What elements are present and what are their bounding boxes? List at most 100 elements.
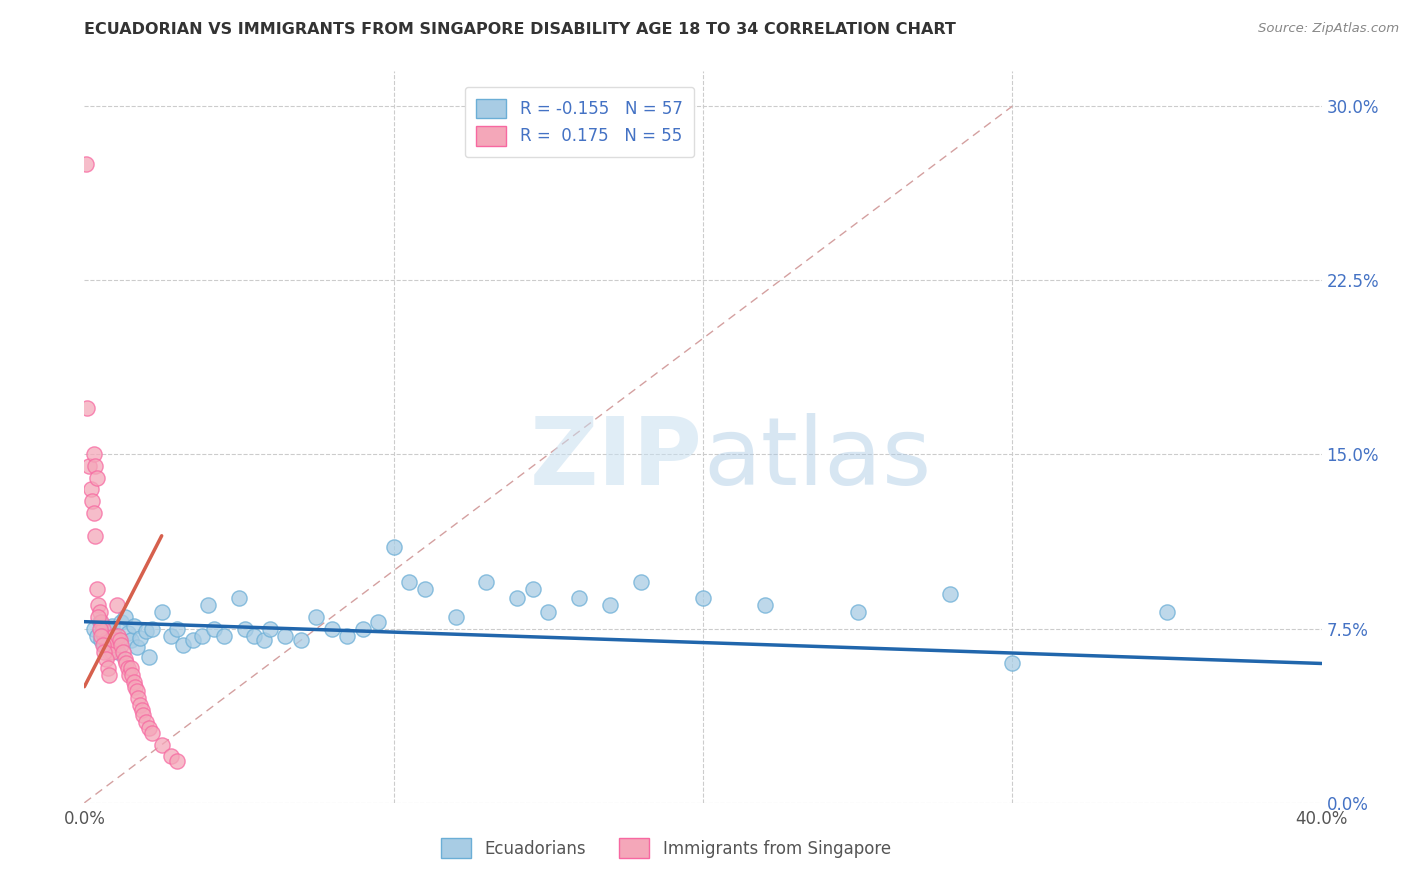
Point	[84, 459, 107, 474]
Point	[475, 575, 498, 590]
Point	[117, 661, 139, 675]
Point	[160, 749, 183, 764]
Point	[110, 615, 132, 629]
Point	[939, 587, 962, 601]
Point	[98, 635, 121, 649]
Point	[191, 629, 214, 643]
Point	[243, 629, 266, 643]
Point	[87, 599, 110, 613]
Point	[336, 629, 359, 643]
Point	[104, 633, 127, 648]
Point	[93, 629, 115, 643]
Point	[91, 622, 114, 636]
Point	[90, 615, 112, 629]
Point	[89, 622, 111, 636]
Point	[77, 459, 100, 474]
Point	[105, 599, 128, 613]
Point	[129, 698, 152, 713]
Point	[150, 738, 173, 752]
Point	[86, 582, 108, 597]
Point	[110, 638, 132, 652]
Point	[125, 684, 148, 698]
Point	[233, 622, 256, 636]
Point	[132, 707, 155, 722]
Point	[89, 615, 111, 629]
Point	[94, 622, 117, 636]
Point	[83, 506, 105, 520]
Point	[117, 626, 139, 640]
Point	[93, 638, 115, 652]
Point	[122, 619, 145, 633]
Point	[97, 661, 120, 675]
Point	[259, 622, 281, 636]
Point	[138, 649, 160, 664]
Point	[94, 652, 117, 666]
Point	[321, 622, 343, 636]
Point	[135, 714, 157, 729]
Point	[1001, 657, 1024, 671]
Text: Source: ZipAtlas.com: Source: ZipAtlas.com	[1258, 22, 1399, 36]
Point	[398, 575, 420, 590]
Point	[352, 622, 374, 636]
Point	[138, 722, 160, 736]
Point	[101, 645, 124, 659]
Point	[630, 575, 652, 590]
Point	[91, 626, 114, 640]
Point	[97, 638, 120, 652]
Point	[846, 606, 869, 620]
Point	[599, 599, 621, 613]
Point	[79, 483, 101, 497]
Point	[444, 610, 467, 624]
Point	[114, 610, 136, 624]
Point	[274, 629, 297, 643]
Point	[103, 629, 125, 643]
Point	[382, 541, 405, 555]
Point	[97, 631, 120, 645]
Point	[84, 529, 107, 543]
Point	[107, 629, 129, 643]
Point	[135, 624, 157, 638]
Point	[128, 691, 150, 706]
Text: atlas: atlas	[703, 413, 931, 505]
Point	[522, 582, 544, 597]
Point	[160, 629, 183, 643]
Point	[107, 645, 129, 659]
Point	[112, 645, 135, 659]
Point	[692, 591, 714, 606]
Point	[108, 633, 131, 648]
Point	[305, 610, 328, 624]
Point	[114, 652, 136, 666]
Point	[94, 633, 117, 648]
Point	[172, 638, 194, 652]
Point	[104, 629, 127, 643]
Point	[166, 754, 188, 768]
Point	[100, 638, 122, 652]
Point	[82, 494, 104, 508]
Point	[118, 668, 141, 682]
Point	[101, 619, 124, 633]
Point	[141, 622, 163, 636]
Point	[367, 615, 389, 629]
Point	[86, 471, 108, 485]
Point	[98, 668, 121, 682]
Point	[202, 622, 225, 636]
Point	[100, 624, 122, 638]
Point	[76, 401, 98, 415]
Point	[181, 633, 204, 648]
Point	[141, 726, 163, 740]
Point	[90, 629, 112, 643]
Point	[121, 668, 143, 682]
Point	[86, 629, 108, 643]
Point	[537, 606, 560, 620]
Point	[120, 661, 142, 675]
Point	[120, 633, 142, 648]
Point	[87, 610, 110, 624]
Point	[166, 622, 188, 636]
Point	[506, 591, 529, 606]
Point	[93, 645, 115, 659]
Point	[122, 675, 145, 690]
Point	[91, 638, 114, 652]
Point	[228, 591, 250, 606]
Point	[290, 633, 312, 648]
Point	[83, 622, 105, 636]
